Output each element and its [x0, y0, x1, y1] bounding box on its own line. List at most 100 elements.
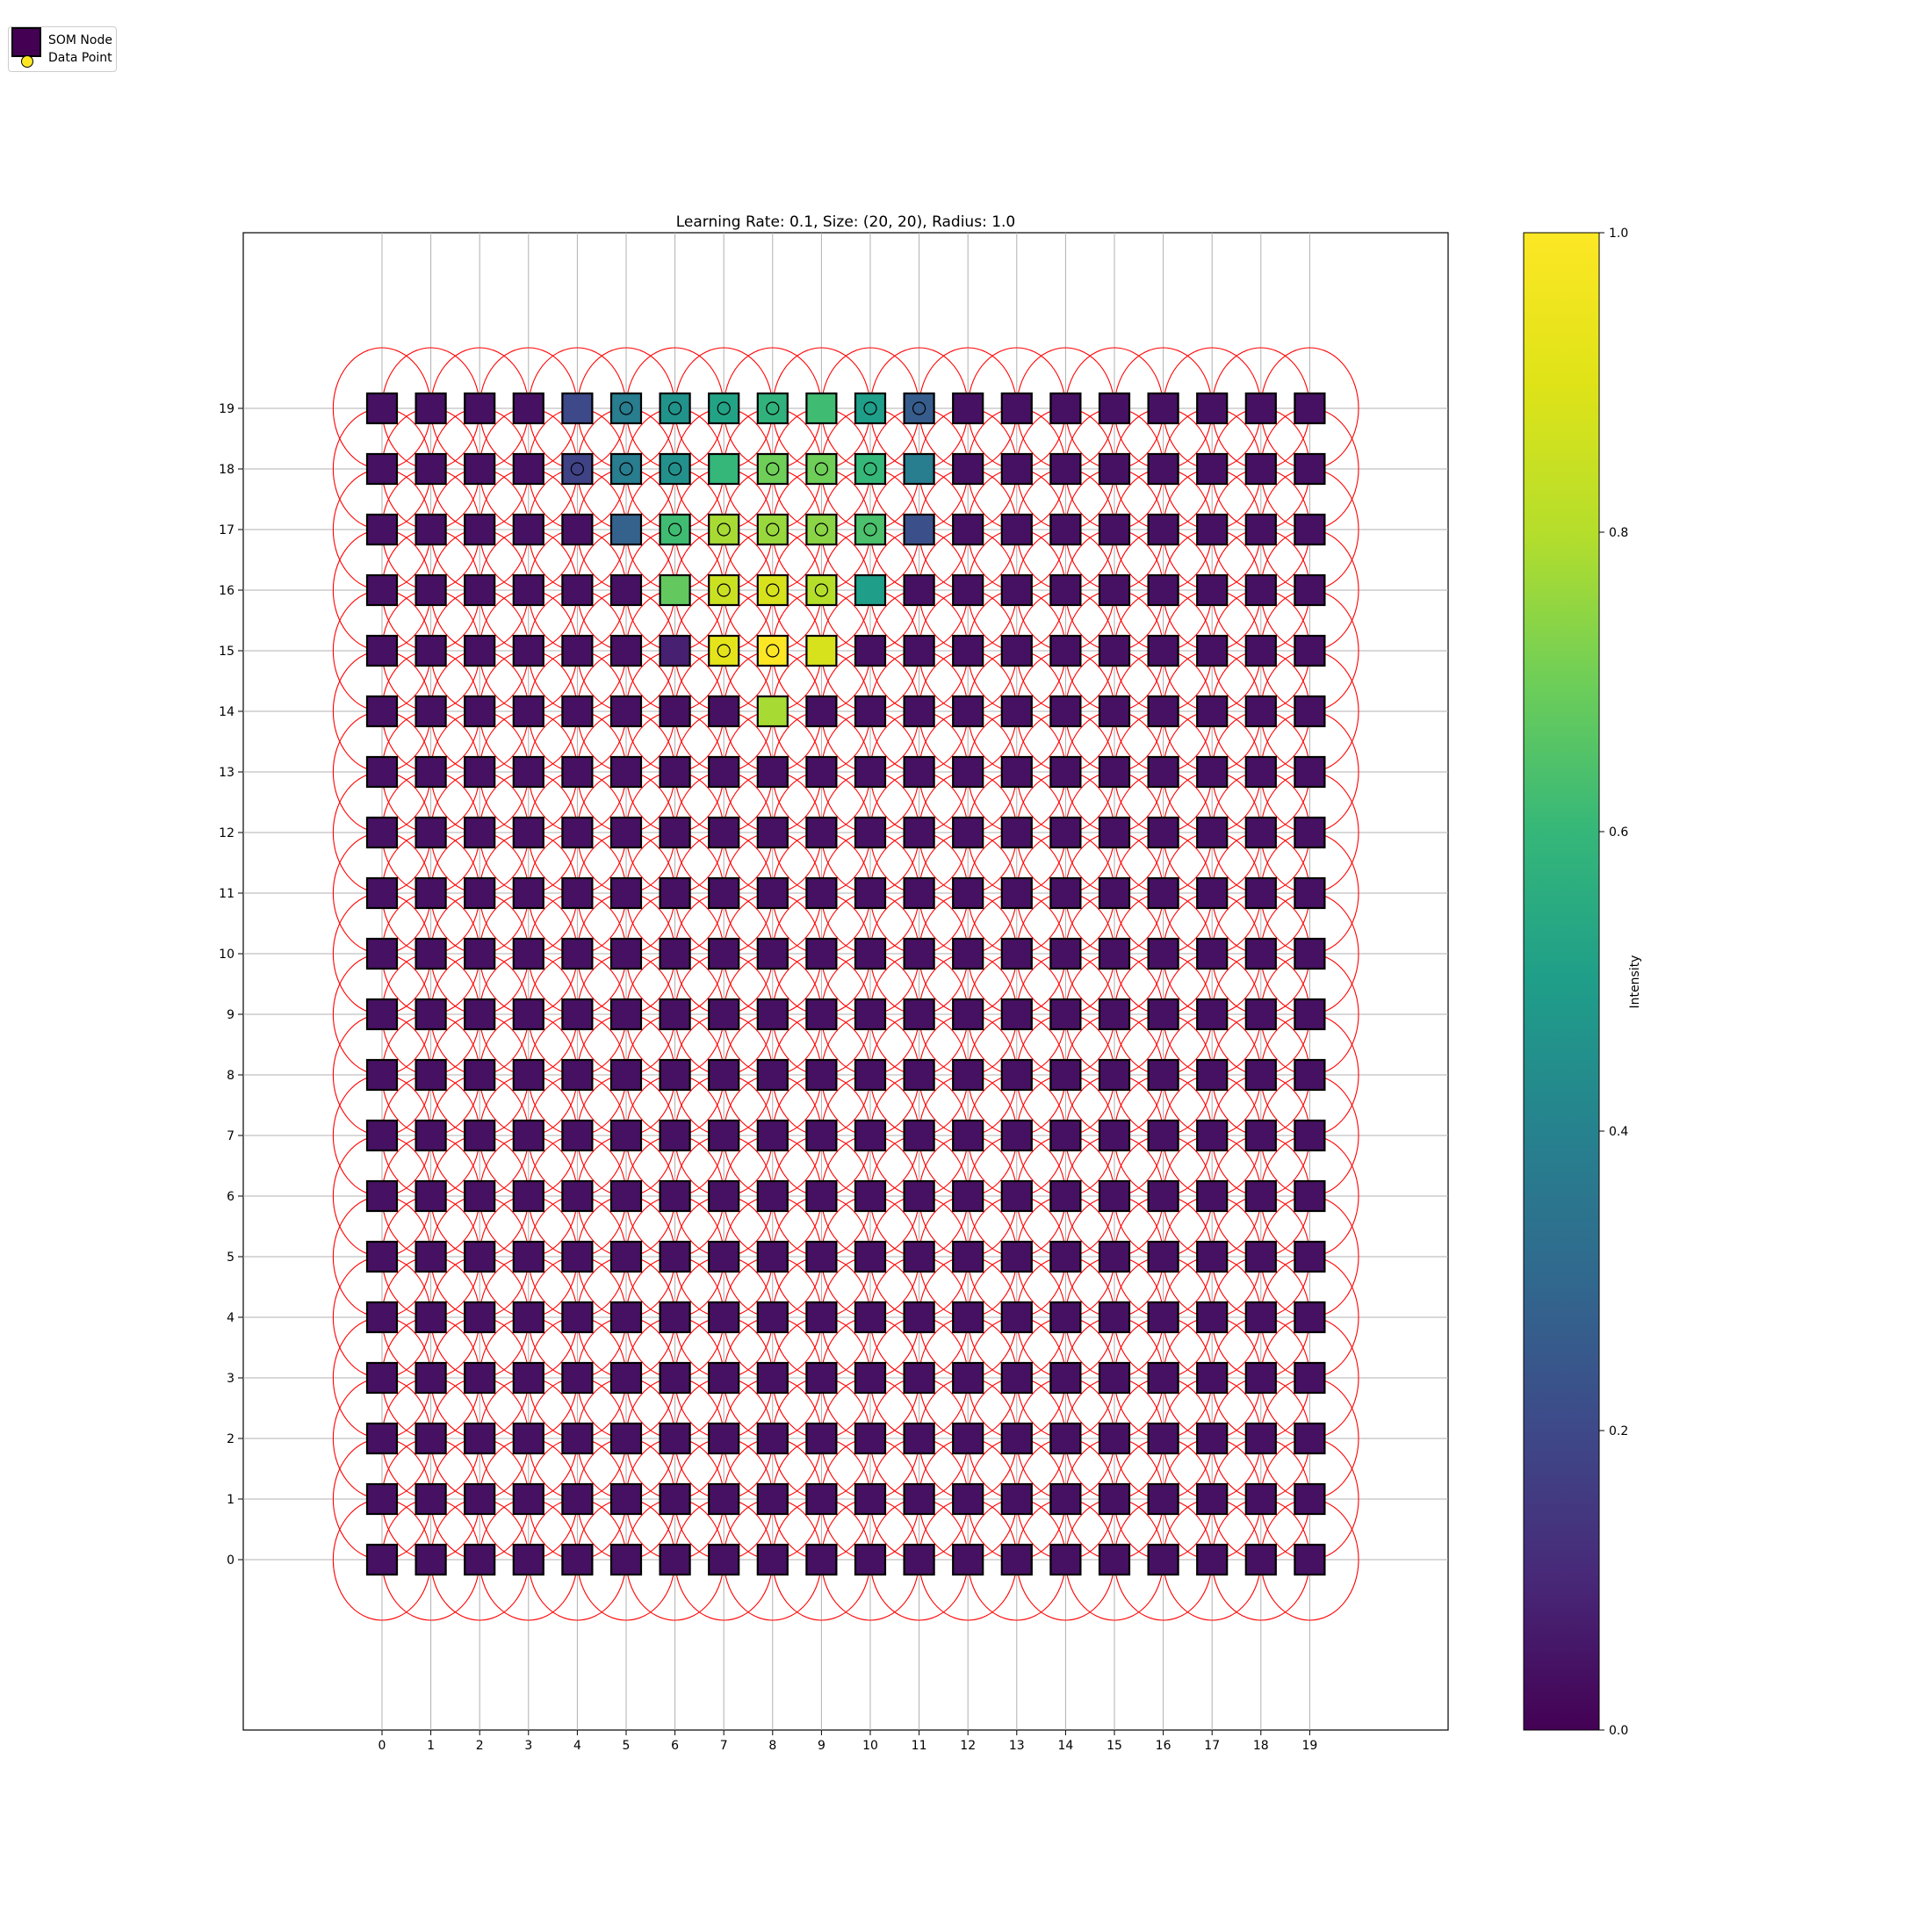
colorbar-tick-label: 0.0 [1609, 1724, 1628, 1738]
som-node [1000, 1301, 1033, 1334]
som-node [512, 876, 544, 910]
som-node [952, 1543, 984, 1576]
som-node [512, 1119, 544, 1152]
som-node [805, 755, 838, 789]
som-node [1244, 695, 1277, 728]
som-node [1196, 1361, 1229, 1395]
som-node [1049, 573, 1082, 607]
som-node [903, 937, 935, 970]
som-node [1000, 1119, 1033, 1152]
som-node [365, 1119, 399, 1152]
som-node [365, 695, 399, 728]
som-node [512, 755, 544, 789]
som-node [1294, 1058, 1326, 1092]
som-node [805, 695, 838, 728]
y-tick-label: 5 [227, 1251, 234, 1265]
som-node [659, 695, 691, 728]
som-node [1147, 937, 1179, 970]
som-node [512, 695, 544, 728]
som-node [659, 937, 691, 970]
som-node [512, 1543, 544, 1576]
x-tick-label: 13 [1009, 1739, 1025, 1753]
som-node [1294, 755, 1326, 789]
som-node [415, 755, 447, 789]
som-node [512, 452, 544, 486]
som-node [952, 1301, 984, 1334]
som-node [1049, 755, 1082, 789]
data-point [814, 523, 829, 537]
som-node [1049, 1543, 1082, 1576]
som-node [952, 695, 984, 728]
som-node [512, 998, 544, 1031]
som-node [854, 695, 887, 728]
som-node [708, 998, 740, 1031]
som-node [1049, 1119, 1082, 1152]
som-node [1244, 1543, 1277, 1576]
som-node [512, 1179, 544, 1213]
som-node [952, 1119, 984, 1152]
som-node [415, 573, 447, 607]
som-node [1244, 1240, 1277, 1273]
som-node [365, 452, 399, 486]
som-node [1244, 1119, 1277, 1152]
x-tick-label: 8 [768, 1739, 776, 1753]
som-node [561, 937, 594, 970]
som-node [561, 1179, 594, 1213]
som-node [464, 695, 496, 728]
som-node [561, 1422, 594, 1455]
som-node [1196, 1179, 1229, 1213]
som-node [1098, 1240, 1131, 1273]
som-node [609, 1301, 643, 1334]
som-node [365, 392, 399, 425]
som-node [854, 1119, 887, 1152]
som-node [464, 1179, 496, 1213]
som-node [1000, 937, 1033, 970]
som-node [1049, 876, 1082, 910]
som-node [952, 1422, 984, 1455]
som-node [1049, 1422, 1082, 1455]
som-node [1147, 1119, 1179, 1152]
som-node [659, 392, 691, 425]
som-node [1294, 1361, 1326, 1395]
data-point [863, 401, 877, 415]
som-node [1098, 1119, 1131, 1152]
data-point [667, 523, 682, 537]
colorbar-tick-label: 0.8 [1609, 526, 1628, 540]
som-node [464, 876, 496, 910]
som-node [708, 634, 740, 667]
som-node [1049, 1240, 1082, 1273]
som-node [464, 513, 496, 546]
som-node [1147, 1361, 1179, 1395]
som-node [1294, 452, 1326, 486]
som-node [903, 816, 935, 849]
som-node [854, 1361, 887, 1395]
data-point [863, 523, 877, 537]
x-tick-label: 6 [671, 1739, 679, 1753]
colorbar-tick-label: 0.4 [1609, 1125, 1628, 1139]
som-node [415, 1361, 447, 1395]
som-node [415, 1301, 447, 1334]
som-node [756, 1361, 789, 1395]
som-node [756, 755, 789, 789]
som-node [1196, 1301, 1229, 1334]
som-node [756, 1422, 789, 1455]
som-node [1196, 1422, 1229, 1455]
som-node [659, 573, 691, 607]
som-node [415, 816, 447, 849]
som-node [561, 1482, 594, 1516]
som-node [903, 513, 935, 546]
som-node [952, 634, 984, 667]
som-node [415, 634, 447, 667]
data-point [766, 462, 780, 476]
som-node [756, 876, 789, 910]
som-node [659, 998, 691, 1031]
som-node [1147, 634, 1179, 667]
som-node [1244, 1179, 1277, 1213]
x-tick-label: 10 [862, 1739, 878, 1753]
som-node [365, 1301, 399, 1334]
som-node [561, 1301, 594, 1334]
som-node [903, 755, 935, 789]
legend-label-som-node: SOM Node [48, 33, 112, 47]
som-node [903, 1179, 935, 1213]
